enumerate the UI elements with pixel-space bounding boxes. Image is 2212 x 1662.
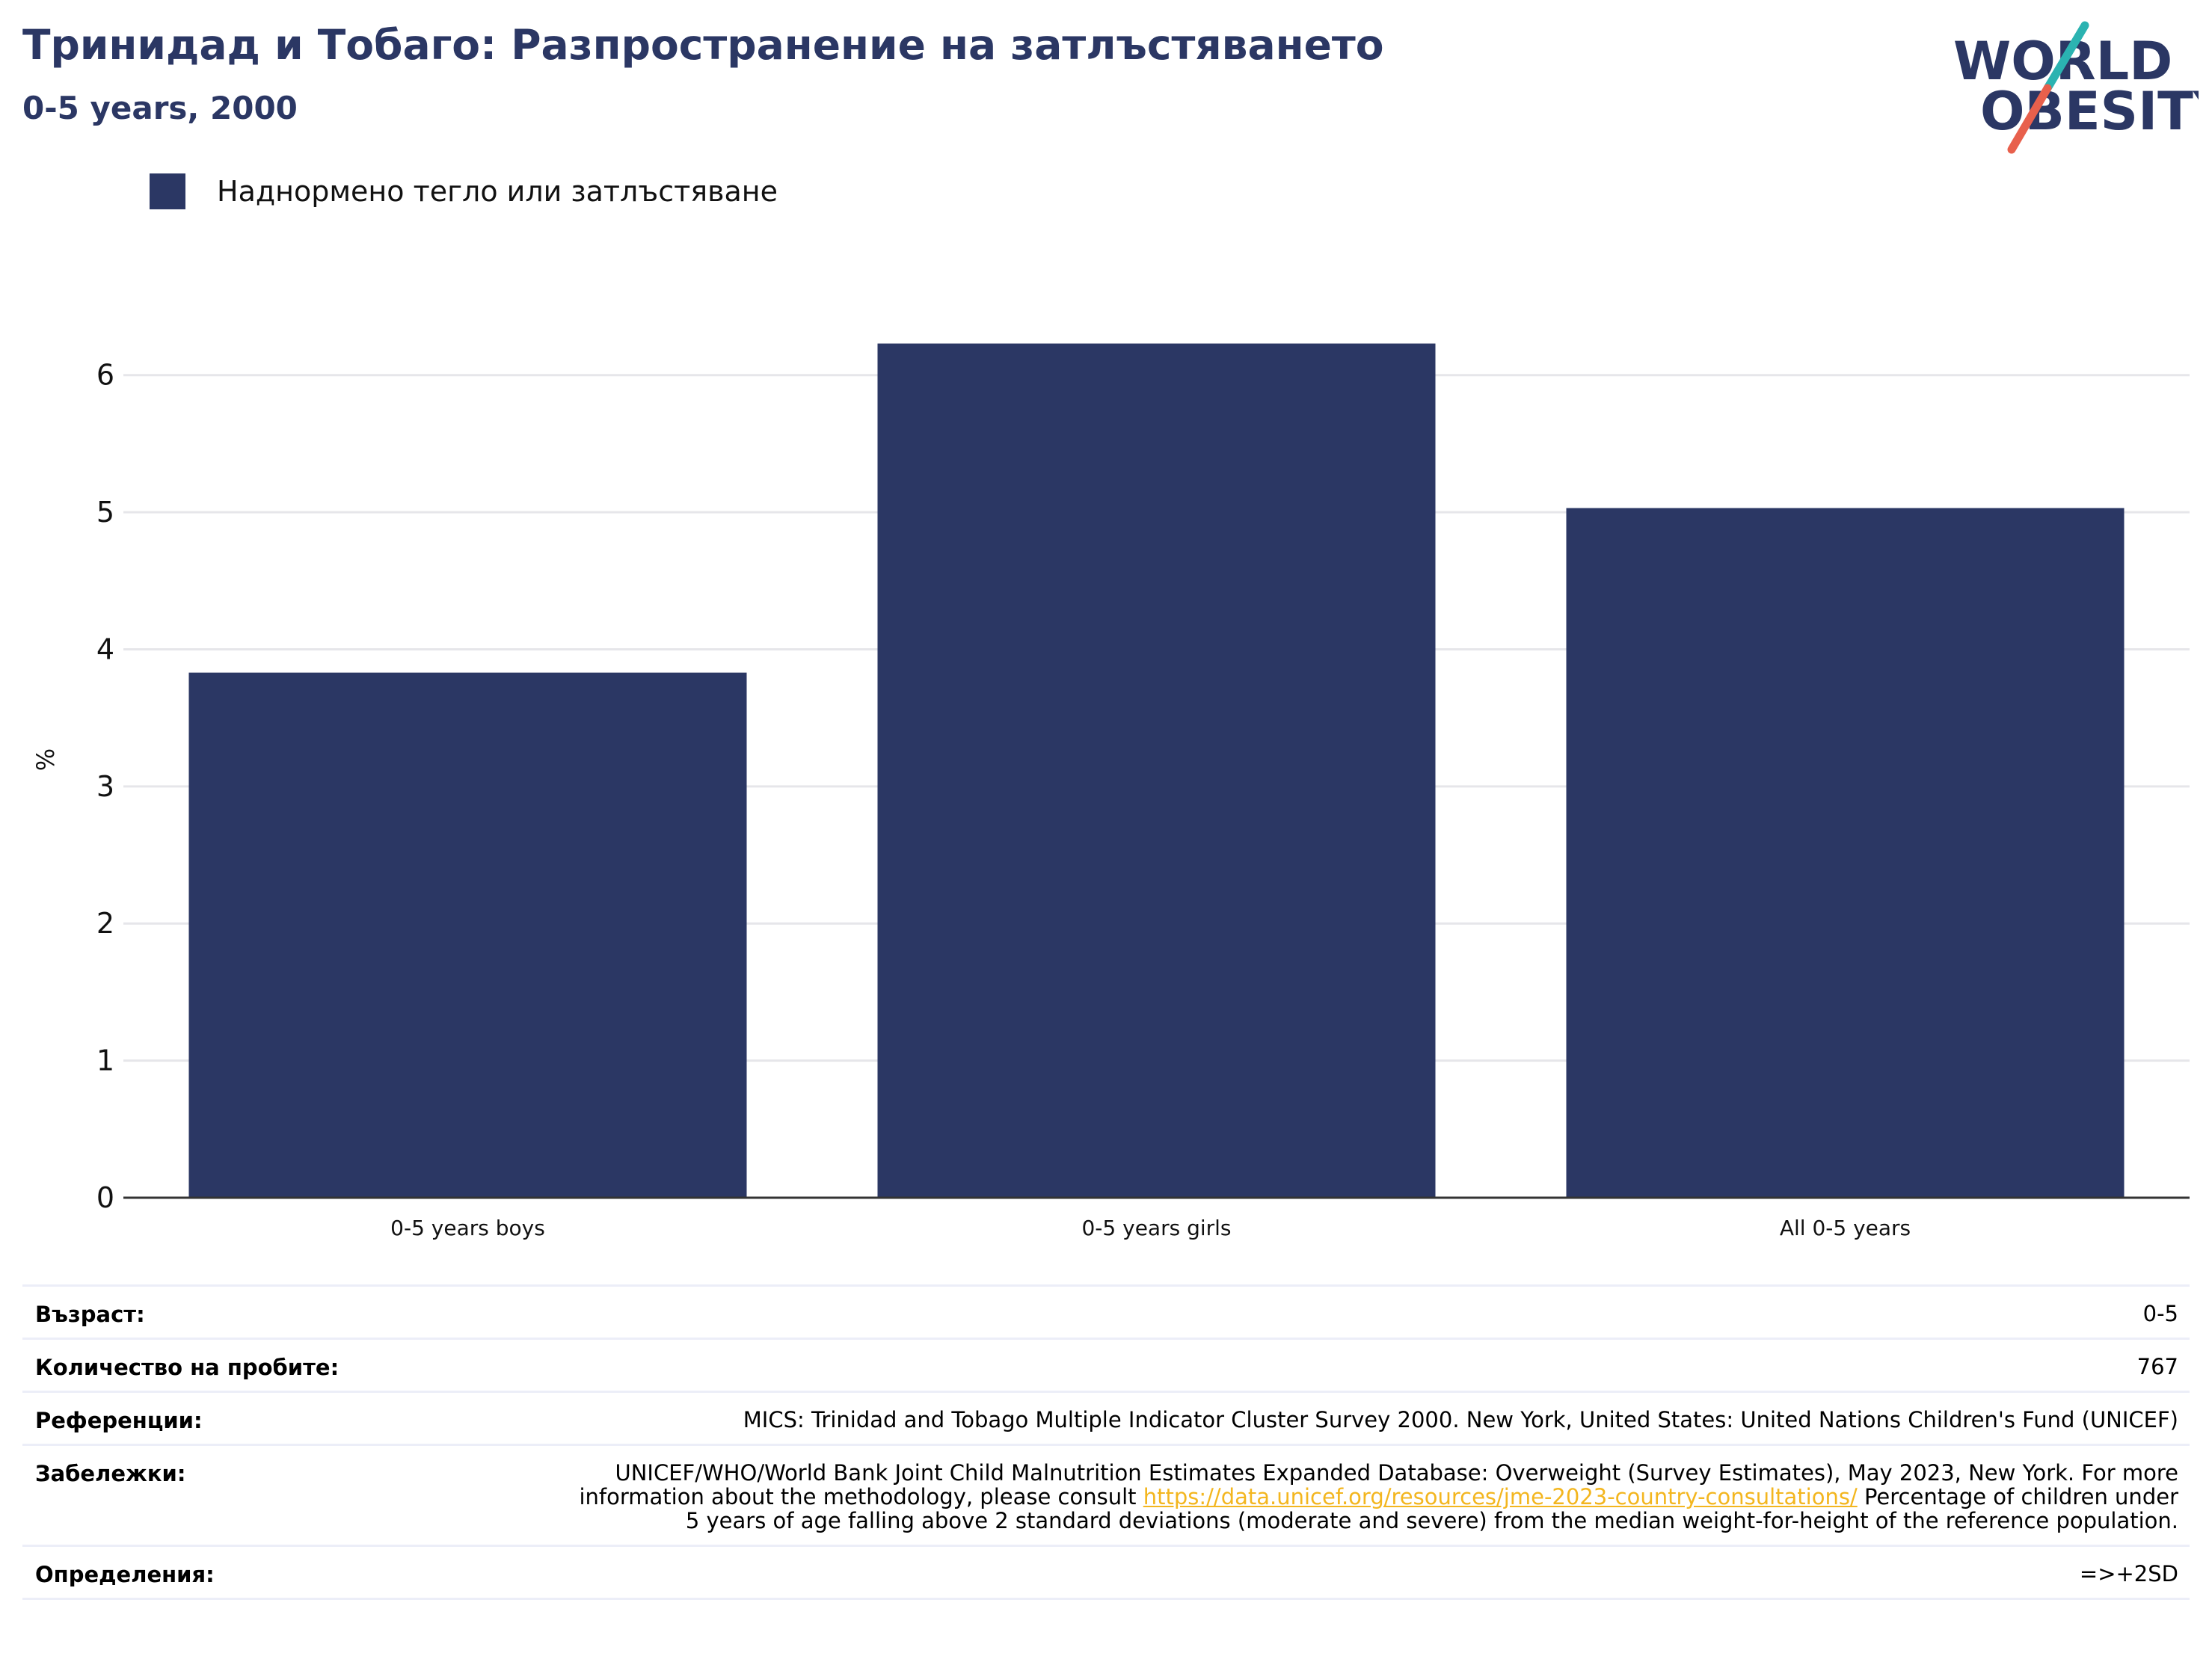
y-tick-label: 2 [96,907,114,940]
notes-label: Забележки: [35,1461,186,1486]
info-row-definitions: Определения: =>+2SD [22,1545,2190,1600]
y-tick-label: 0 [96,1181,114,1214]
references-value: MICS: Trinidad and Tobago Multiple Indic… [743,1407,2178,1432]
definitions-label: Определения: [35,1562,215,1587]
y-tick-label: 4 [96,633,114,665]
legend-label: Наднормено тегло или затлъстяване [217,175,778,208]
logo-slash-red [2007,84,2052,154]
info-row-age: Възраст: 0-5 [22,1284,2190,1338]
notes-text-before: UNICEF/WHO/World Bank Joint Child Malnut… [579,1460,2178,1509]
notes-value: UNICEF/WHO/World Bank Joint Child Malnut… [561,1446,2190,1545]
y-tick-label: 5 [96,496,114,529]
bar-chart: 0 1 2 3 4 5 6% 0-5 years boys 0-5 years girls All… [31,343,2190,1240]
bar-2 [877,343,1436,1198]
bar-1 [188,672,747,1198]
age-value: 0-5 [2142,1301,2178,1326]
info-row-references: Референции: MICS: Trinidad and Tobago Mu… [22,1391,2190,1444]
legend-swatch [150,173,185,209]
references-label: Референции: [35,1408,203,1433]
x-tick-label: 0-5 years girls [1081,1216,1231,1240]
y-tick-label: 3 [96,770,114,803]
notes-text-after: Percentage of children under 5 years of … [685,1484,2178,1533]
info-row-notes: Забележки: UNICEF/WHO/World Bank Joint C… [22,1444,2190,1545]
world-obesity-logo: WORLD OBESITY [1953,21,2199,154]
y-tick-label: 1 [96,1044,114,1077]
y-tick-label: 6 [96,359,114,392]
sample-size-label: Количество на пробите: [35,1355,340,1380]
logo-text-obesity: OBESITY [1980,81,2199,142]
y-axis-title: % [31,748,60,771]
x-tick-label: 0-5 years boys [390,1216,545,1240]
logo-slash-teal [2043,21,2089,93]
info-row-sample-size: Количество на пробите: 767 [22,1338,2190,1391]
notes-link[interactable]: https://data.unicef.org/resources/jme-20… [1143,1484,1858,1509]
sample-size-value: 767 [2136,1354,2178,1379]
chart-title: Тринидад и Тобаго: Разпространение на за… [22,21,1384,69]
definitions-value: =>+2SD [2079,1561,2178,1586]
info-table: Възраст: 0-5 Количество на пробите: 767 … [22,1284,2190,1600]
chart-subtitle: 0-5 years, 2000 [22,90,298,126]
bar-3 [1566,508,2125,1198]
x-tick-label: All 0-5 years [1780,1216,1911,1240]
age-label: Възраст: [35,1302,145,1327]
